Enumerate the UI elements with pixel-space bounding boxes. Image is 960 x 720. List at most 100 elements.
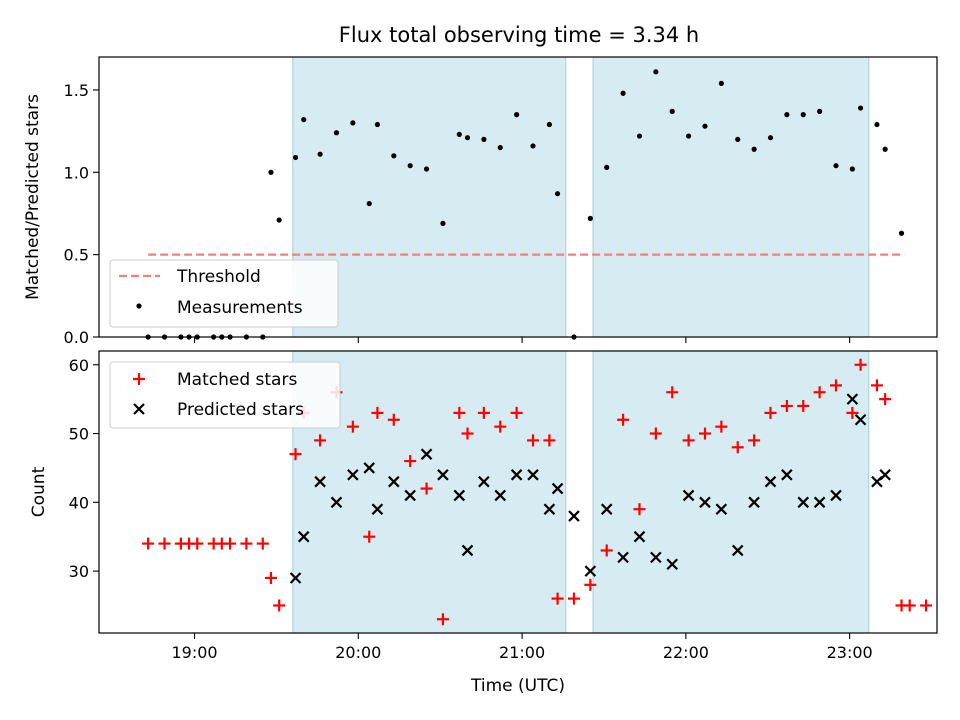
predicted-star-point bbox=[699, 496, 711, 509]
bottom-y-axis-label: Count bbox=[29, 466, 49, 517]
matched-star-point bbox=[477, 406, 490, 419]
measurement-point bbox=[718, 80, 724, 86]
measurement-point bbox=[268, 169, 274, 175]
measurement-point bbox=[456, 131, 462, 138]
matched-star-point bbox=[813, 386, 826, 399]
y-tick-label: 0.0 bbox=[64, 328, 89, 347]
matched-star-point bbox=[436, 613, 449, 626]
measurement-point bbox=[587, 215, 593, 222]
matched-star-point bbox=[453, 406, 466, 419]
matched-star-point bbox=[870, 379, 883, 392]
predicted-star-point bbox=[600, 503, 613, 515]
matched-star-point bbox=[224, 537, 237, 550]
x-tick-label: 20:00 bbox=[335, 643, 381, 662]
matched-star-point bbox=[142, 537, 155, 550]
legend-threshold-label: Threshold bbox=[176, 267, 261, 287]
matched-star-point bbox=[289, 448, 302, 461]
x-axis-label: Time (UTC) bbox=[470, 676, 565, 696]
matched-star-point bbox=[731, 441, 744, 454]
predicted-star-point bbox=[420, 448, 433, 460]
predicted-star-point bbox=[527, 469, 539, 481]
measurement-point bbox=[833, 163, 839, 169]
measurement-point bbox=[874, 121, 880, 128]
predicted-star-point bbox=[330, 496, 343, 509]
x-tick-label: 19:00 bbox=[171, 643, 217, 662]
predicted-star-point bbox=[494, 489, 507, 502]
matched-star-point bbox=[346, 420, 359, 433]
matched-star-point bbox=[633, 503, 646, 516]
predicted-star-point bbox=[813, 496, 826, 509]
measurement-point bbox=[407, 163, 413, 169]
matched-star-point bbox=[371, 406, 384, 419]
matched-star-point bbox=[666, 386, 679, 399]
matched-star-point bbox=[420, 482, 433, 495]
predicted-star-point bbox=[846, 393, 859, 405]
predicted-star-point bbox=[510, 469, 523, 481]
bottom-panel: 30 40 50 60 19:00 20:00 21:00 22:00 23:00 Count… bbox=[29, 350, 938, 696]
matched-star-point bbox=[314, 434, 327, 447]
y-tick-label: 30 bbox=[69, 562, 89, 581]
measurement-point bbox=[317, 151, 323, 157]
matched-star-point bbox=[764, 406, 777, 419]
bottom-observing-windows bbox=[292, 350, 870, 634]
top-y-ticks: 0.0 0.5 1.0 1.5 bbox=[64, 81, 99, 347]
x-tick-label: 22:00 bbox=[663, 643, 709, 662]
matched-star-point bbox=[494, 420, 507, 433]
matched-star-point bbox=[797, 400, 810, 413]
predicted-star-point bbox=[715, 503, 728, 515]
matched-star-point bbox=[387, 413, 400, 426]
measurement-point bbox=[366, 200, 372, 207]
measurement-point bbox=[620, 90, 626, 96]
matched-star-point bbox=[903, 599, 916, 612]
measurement-point bbox=[350, 120, 356, 126]
measurement-point bbox=[636, 133, 643, 139]
matched-star-point bbox=[854, 358, 867, 371]
matched-star-point bbox=[920, 599, 933, 612]
legend-measurements-swatch bbox=[136, 303, 142, 309]
top-axes-frame bbox=[98, 56, 938, 338]
top-observing-windows bbox=[292, 56, 870, 338]
y-tick-label: 40 bbox=[69, 493, 89, 512]
y-tick-label: 50 bbox=[69, 425, 89, 444]
measurement-point bbox=[530, 143, 536, 149]
legend-predicted-swatch bbox=[133, 403, 145, 415]
predicted-star-point bbox=[781, 469, 793, 481]
predicted-star-point bbox=[437, 469, 449, 481]
predicted-star-point bbox=[748, 496, 760, 509]
matched-star-point bbox=[510, 406, 523, 419]
measurement-point bbox=[604, 164, 610, 170]
matched-star-point bbox=[191, 537, 204, 550]
predicted-star-point bbox=[797, 496, 810, 509]
observing-window-band bbox=[592, 56, 870, 338]
measurement-point bbox=[514, 112, 520, 118]
predicted-star-point bbox=[633, 530, 646, 543]
predicted-star-point bbox=[371, 503, 384, 515]
matched-star-point bbox=[830, 379, 843, 392]
measurement-point bbox=[440, 220, 446, 226]
predicted-star-point bbox=[666, 558, 679, 570]
measurement-point bbox=[751, 146, 757, 152]
predicted-star-point bbox=[461, 544, 474, 557]
predicted-star-point bbox=[453, 489, 466, 502]
measurement-point bbox=[276, 217, 282, 223]
predicted-star-point bbox=[617, 551, 629, 564]
predicted-star-point bbox=[568, 510, 580, 522]
top-y-axis-label: Matched/Predicted stars bbox=[23, 94, 43, 300]
measurement-point bbox=[849, 166, 855, 172]
matched-star-point bbox=[240, 537, 253, 550]
measurement-point bbox=[333, 130, 340, 136]
legend-matched-swatch bbox=[133, 373, 145, 385]
predicted-star-point bbox=[879, 469, 891, 481]
matched-star-point bbox=[617, 413, 630, 426]
top-x-ticks bbox=[193, 337, 851, 343]
matched-star-point bbox=[543, 434, 556, 447]
matched-star-point bbox=[698, 427, 711, 440]
predicted-star-point bbox=[297, 530, 310, 543]
matched-star-point bbox=[846, 406, 859, 419]
measurement-point bbox=[857, 105, 864, 111]
measurement-point bbox=[702, 123, 708, 129]
legend-predicted-label: Predicted stars bbox=[177, 400, 304, 420]
matched-star-point bbox=[461, 427, 474, 440]
bottom-axes-frame bbox=[98, 350, 938, 634]
